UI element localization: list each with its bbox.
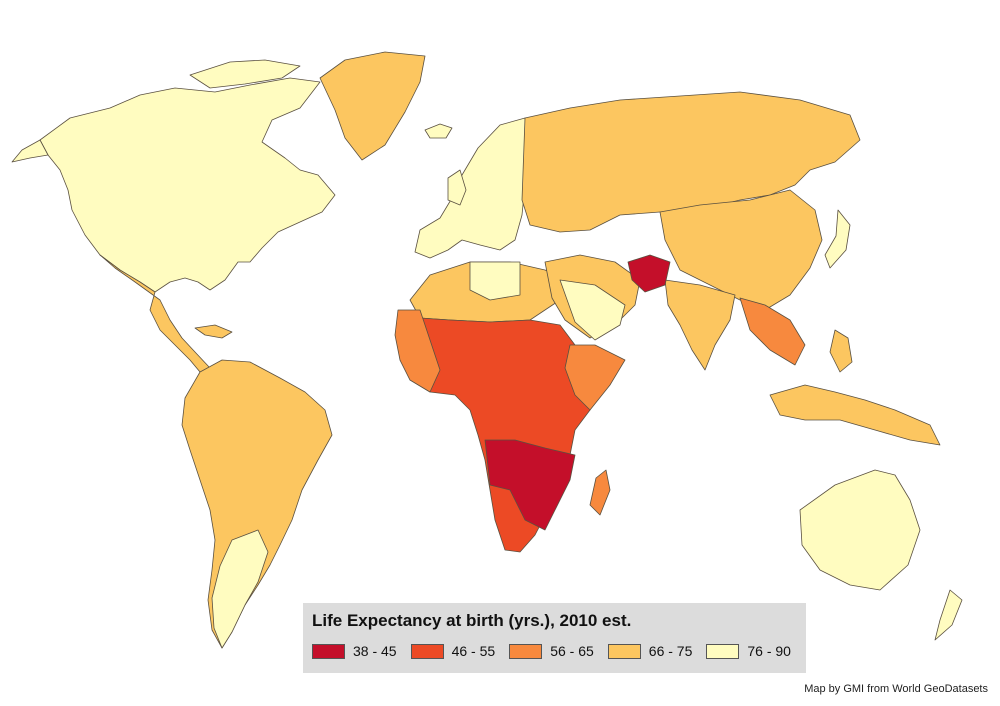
region-uk	[447, 169, 467, 206]
region-horn-of-africa	[564, 344, 626, 411]
legend-item: 46 - 55	[410, 643, 496, 659]
region-arctic-islands	[189, 59, 301, 89]
region-southern-africa	[484, 439, 576, 531]
legend-title: Life Expectancy at birth (yrs.), 2010 es…	[312, 611, 632, 630]
region-libya	[469, 261, 521, 301]
region-southern-cone	[211, 529, 269, 649]
region-caribbean	[194, 324, 233, 339]
legend-swatch	[706, 643, 740, 659]
region-russia	[521, 91, 861, 233]
region-alaska	[11, 139, 49, 163]
legend-swatch	[509, 643, 543, 659]
region-north-america	[39, 77, 336, 293]
region-greenland	[319, 51, 426, 161]
legend-label: 76 - 90	[747, 643, 791, 659]
region-philippines	[829, 329, 853, 373]
legend-label: 46 - 55	[451, 643, 496, 659]
legend-label: 66 - 75	[648, 643, 693, 659]
region-east-asia	[659, 189, 823, 311]
legend-items: 38 - 45 46 - 55 56 - 65 66 - 75 76 - 90	[312, 643, 796, 659]
map-credit: Map by GMI from World GeoDatasets	[804, 683, 988, 695]
region-southeast-asia	[739, 297, 806, 366]
region-australia	[799, 469, 921, 591]
region-west-africa	[394, 309, 441, 393]
region-india	[664, 279, 736, 371]
legend-item: 76 - 90	[706, 643, 791, 659]
region-europe	[414, 117, 531, 259]
legend-label: 56 - 65	[550, 643, 594, 659]
region-arabia	[559, 279, 626, 341]
region-japan	[824, 209, 851, 269]
legend-label: 38 - 45	[353, 643, 397, 659]
region-madagascar	[589, 469, 611, 516]
legend-swatch	[607, 643, 641, 659]
region-iceland	[424, 123, 453, 139]
legend-item: 38 - 45	[312, 643, 397, 659]
region-afghanistan	[627, 254, 671, 293]
legend-item: 56 - 65	[509, 643, 594, 659]
legend-swatch	[410, 643, 444, 659]
region-indonesia	[769, 384, 941, 446]
map-legend: Life Expectancy at birth (yrs.), 2010 es…	[303, 603, 806, 673]
legend-swatch	[312, 643, 345, 659]
legend-item: 66 - 75	[607, 643, 693, 659]
region-new-zealand	[934, 589, 963, 641]
